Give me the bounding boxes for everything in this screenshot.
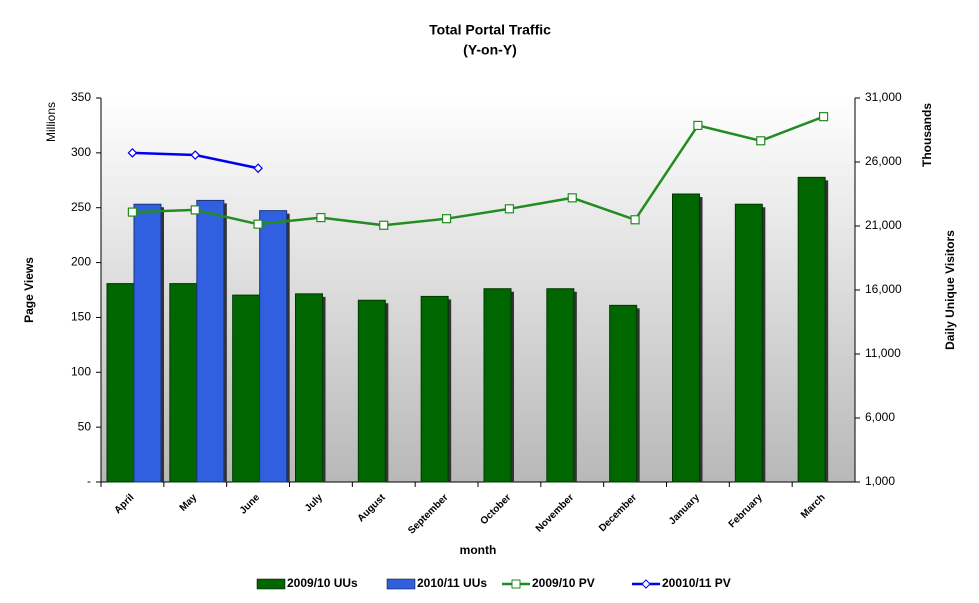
bar	[106, 283, 135, 483]
line-marker	[504, 204, 515, 214]
bar	[797, 176, 826, 483]
x-tick-label: August	[356, 492, 389, 525]
y2-tick-label: 31,000	[865, 90, 902, 104]
y-tick-label: 200	[71, 255, 91, 269]
x-tick-label: March	[799, 492, 828, 521]
x-axis-label: month	[460, 543, 497, 557]
line-marker	[190, 205, 200, 215]
line-marker	[630, 215, 640, 225]
line-marker	[253, 163, 263, 174]
bar	[295, 293, 323, 483]
bar	[357, 299, 386, 483]
x-tick-label: February	[727, 492, 765, 530]
bar	[133, 203, 162, 483]
y-tick-label: 300	[71, 145, 91, 159]
bar	[259, 210, 288, 483]
bar	[609, 304, 638, 483]
line-marker	[756, 136, 766, 146]
line-marker	[567, 193, 577, 203]
y-tick-label: 100	[71, 364, 91, 378]
legend-marker	[511, 579, 521, 589]
bar	[196, 199, 225, 483]
y2-tick-label: 26,000	[865, 154, 902, 168]
x-tick-label: April	[113, 492, 137, 516]
y2-tick-label: 1,000	[865, 474, 895, 488]
bar	[169, 283, 198, 483]
line-marker	[818, 112, 829, 122]
y2-axis-label: Daily Unique Visitors	[943, 230, 957, 350]
bar	[546, 288, 575, 483]
line-marker	[316, 212, 326, 223]
x-tick-label: June	[238, 492, 263, 517]
y-tick-label: 250	[71, 200, 91, 214]
x-tick-label: January	[667, 492, 702, 527]
line-marker	[379, 220, 389, 230]
y-tick-label: 350	[71, 90, 91, 104]
x-tick-label: July	[303, 492, 325, 514]
x-tick-label: November	[534, 492, 576, 534]
bar	[734, 203, 763, 483]
legend-marker	[641, 579, 651, 589]
y-tick-label: -	[87, 474, 91, 488]
x-tick-label: May	[178, 492, 200, 514]
legend-label: 20010/11 PV	[662, 576, 731, 590]
y-axis-unit: Millions	[44, 102, 58, 142]
line-marker	[693, 120, 703, 131]
y2-tick-label: 6,000	[865, 410, 895, 424]
bar	[672, 193, 700, 483]
line-marker	[127, 207, 138, 217]
line-marker	[441, 214, 452, 224]
line	[132, 115, 825, 227]
chart-subtitle: (Y-on-Y)	[463, 42, 517, 58]
legend-label: 2009/10 PV	[532, 576, 595, 590]
bar	[483, 288, 512, 483]
y-tick-label: 50	[78, 419, 92, 433]
y2-tick-label: 11,000	[865, 346, 901, 360]
line-marker	[253, 219, 263, 229]
x-tick-label: December	[597, 492, 639, 534]
legend-swatch	[256, 578, 286, 590]
legend-label: 2010/11 UUs	[417, 576, 487, 590]
legend-label: 2009/10 UUs	[287, 576, 358, 590]
x-tick-label: October	[479, 492, 514, 527]
bar	[420, 295, 449, 483]
y-axis-label: Page Views	[22, 257, 36, 323]
bar	[232, 294, 261, 483]
x-tick-label: September	[406, 492, 450, 536]
y2-tick-label: 16,000	[865, 282, 902, 296]
y2-tick-label: 21,000	[865, 218, 902, 232]
chart-title: Total Portal Traffic	[429, 22, 551, 38]
line-marker	[127, 148, 138, 158]
y-tick-label: 150	[71, 310, 91, 324]
legend-swatch	[386, 578, 416, 590]
line-marker	[190, 150, 201, 160]
y2-axis-unit: Thousands	[920, 103, 934, 167]
